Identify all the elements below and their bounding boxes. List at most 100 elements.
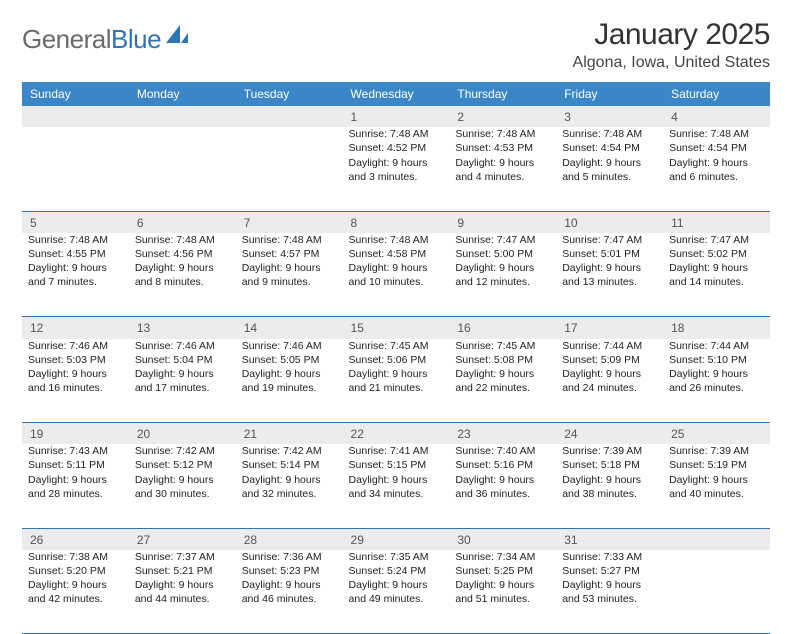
daylight-text: Daylight: 9 hours and 51 minutes. (455, 578, 550, 606)
sunset-text: Sunset: 5:04 PM (135, 353, 230, 367)
day-number: 6 (129, 211, 236, 233)
page-header: GeneralBlue January 2025 Algona, Iowa, U… (22, 18, 770, 72)
day-cell (129, 127, 236, 211)
day-cell: Sunrise: 7:46 AMSunset: 5:03 PMDaylight:… (22, 339, 129, 423)
weekday-header: Tuesday (236, 82, 343, 106)
day-cell: Sunrise: 7:36 AMSunset: 5:23 PMDaylight:… (236, 550, 343, 634)
sunset-text: Sunset: 4:56 PM (135, 247, 230, 261)
day-cell (663, 550, 770, 634)
sunrise-text: Sunrise: 7:48 AM (349, 233, 444, 247)
sunrise-text: Sunrise: 7:33 AM (562, 550, 657, 564)
day-cell: Sunrise: 7:44 AMSunset: 5:09 PMDaylight:… (556, 339, 663, 423)
day-cell: Sunrise: 7:47 AMSunset: 5:01 PMDaylight:… (556, 233, 663, 317)
day-cell: Sunrise: 7:48 AMSunset: 4:54 PMDaylight:… (556, 127, 663, 211)
sunset-text: Sunset: 4:55 PM (28, 247, 123, 261)
day-number (129, 106, 236, 127)
sunset-text: Sunset: 5:10 PM (669, 353, 764, 367)
sunrise-text: Sunrise: 7:40 AM (455, 444, 550, 458)
daylight-text: Daylight: 9 hours and 34 minutes. (349, 473, 444, 501)
daylight-text: Daylight: 9 hours and 26 minutes. (669, 367, 764, 395)
day-cell: Sunrise: 7:44 AMSunset: 5:10 PMDaylight:… (663, 339, 770, 423)
sunrise-text: Sunrise: 7:37 AM (135, 550, 230, 564)
day-cell: Sunrise: 7:48 AMSunset: 4:55 PMDaylight:… (22, 233, 129, 317)
day-number: 31 (556, 528, 663, 550)
sunrise-text: Sunrise: 7:46 AM (242, 339, 337, 353)
daylight-text: Daylight: 9 hours and 28 minutes. (28, 473, 123, 501)
sunset-text: Sunset: 4:54 PM (669, 141, 764, 155)
daylight-text: Daylight: 9 hours and 13 minutes. (562, 261, 657, 289)
weekday-header: Friday (556, 82, 663, 106)
day-number-row: 12131415161718 (22, 317, 770, 339)
sunset-text: Sunset: 5:03 PM (28, 353, 123, 367)
day-number: 14 (236, 317, 343, 339)
sunset-text: Sunset: 4:52 PM (349, 141, 444, 155)
day-number-row: 567891011 (22, 211, 770, 233)
day-number: 13 (129, 317, 236, 339)
day-cell: Sunrise: 7:48 AMSunset: 4:54 PMDaylight:… (663, 127, 770, 211)
sunset-text: Sunset: 5:23 PM (242, 564, 337, 578)
daylight-text: Daylight: 9 hours and 21 minutes. (349, 367, 444, 395)
sunset-text: Sunset: 5:02 PM (669, 247, 764, 261)
day-cell: Sunrise: 7:42 AMSunset: 5:14 PMDaylight:… (236, 444, 343, 528)
daylight-text: Daylight: 9 hours and 19 minutes. (242, 367, 337, 395)
brand-text: GeneralBlue (22, 24, 161, 55)
sunset-text: Sunset: 5:00 PM (455, 247, 550, 261)
day-number-row: 1234 (22, 106, 770, 127)
day-number: 22 (343, 423, 450, 445)
day-number (22, 106, 129, 127)
sunrise-text: Sunrise: 7:39 AM (669, 444, 764, 458)
day-cell: Sunrise: 7:43 AMSunset: 5:11 PMDaylight:… (22, 444, 129, 528)
day-number: 16 (449, 317, 556, 339)
sunrise-text: Sunrise: 7:45 AM (349, 339, 444, 353)
day-cell: Sunrise: 7:47 AMSunset: 5:02 PMDaylight:… (663, 233, 770, 317)
sunset-text: Sunset: 5:05 PM (242, 353, 337, 367)
sunset-text: Sunset: 4:58 PM (349, 247, 444, 261)
day-cell: Sunrise: 7:48 AMSunset: 4:52 PMDaylight:… (343, 127, 450, 211)
daylight-text: Daylight: 9 hours and 40 minutes. (669, 473, 764, 501)
day-cell: Sunrise: 7:34 AMSunset: 5:25 PMDaylight:… (449, 550, 556, 634)
day-content-row: Sunrise: 7:48 AM Sunset: 4:55 PM Daylight:… (22, 233, 770, 317)
day-content-row: Sunrise: 7:48 AMSunset: 4:52 PMDaylight:… (22, 127, 770, 211)
day-cell: Sunrise: 7:46 AMSunset: 5:05 PMDaylight:… (236, 339, 343, 423)
sunrise-text: Sunrise: 7:48 AM (135, 233, 230, 247)
weekday-header: Wednesday (343, 82, 450, 106)
sunset-text: Sunset: 5:06 PM (349, 353, 444, 367)
sunset-text: Sunset: 5:24 PM (349, 564, 444, 578)
daylight-text: Daylight: 9 hours and 16 minutes. (28, 367, 123, 395)
sunrise-text: Sunrise: 7:39 AM (562, 444, 657, 458)
day-cell (22, 127, 129, 211)
day-number: 19 (22, 423, 129, 445)
day-number: 5 (22, 211, 129, 233)
daylight-text: Daylight: 9 hours and 38 minutes. (562, 473, 657, 501)
day-cell: Sunrise: 7:40 AMSunset: 5:16 PMDaylight:… (449, 444, 556, 528)
calendar-page: GeneralBlue January 2025 Algona, Iowa, U… (0, 0, 792, 634)
daylight-text: Daylight: 9 hours and 3 minutes. (349, 156, 444, 184)
day-cell: Sunrise: 7:46 AMSunset: 5:04 PMDaylight:… (129, 339, 236, 423)
day-content-row: Sunrise: 7:46 AMSunset: 5:03 PMDaylight:… (22, 339, 770, 423)
day-cell: Sunrise: 7:48 AMSunset: 4:57 PMDaylight:… (236, 233, 343, 317)
daylight-text: Daylight: 9 hours and 12 minutes. (455, 261, 550, 289)
sunset-text: Sunset: 5:20 PM (28, 564, 123, 578)
day-cell: Sunrise: 7:39 AMSunset: 5:18 PMDaylight:… (556, 444, 663, 528)
brand-logo: GeneralBlue (22, 24, 190, 55)
sunrise-text: Sunrise: 7:44 AM (669, 339, 764, 353)
sunrise-text: Sunrise: 7:43 AM (28, 444, 123, 458)
sunset-text: Sunset: 5:18 PM (562, 458, 657, 472)
day-number: 15 (343, 317, 450, 339)
sunset-text: Sunset: 5:14 PM (242, 458, 337, 472)
day-number: 1 (343, 106, 450, 127)
sunrise-text: Sunrise: 7:35 AM (349, 550, 444, 564)
day-number (236, 106, 343, 127)
daylight-text: Daylight: 9 hours and 8 minutes. (135, 261, 230, 289)
day-content-row: Sunrise: 7:43 AMSunset: 5:11 PMDaylight:… (22, 444, 770, 528)
sunset-text: Sunset: 5:25 PM (455, 564, 550, 578)
day-content-row: Sunrise: 7:38 AMSunset: 5:20 PMDaylight:… (22, 550, 770, 634)
daylight-text: Daylight: 9 hours and 4 minutes. (455, 156, 550, 184)
daylight-text: Daylight: 9 hours and 36 minutes. (455, 473, 550, 501)
sunset-text: Sunset: 5:21 PM (135, 564, 230, 578)
day-cell: Sunrise: 7:33 AMSunset: 5:27 PMDaylight:… (556, 550, 663, 634)
day-number-row: 262728293031 (22, 528, 770, 550)
day-number: 8 (343, 211, 450, 233)
daylight-text: Daylight: 9 hours and 9 minutes. (242, 261, 337, 289)
day-number: 25 (663, 423, 770, 445)
